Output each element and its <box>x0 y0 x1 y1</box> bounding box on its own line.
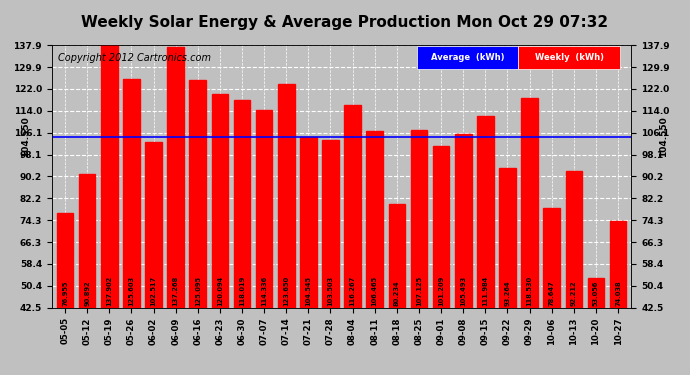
Bar <box>477 116 493 375</box>
Text: 90.892: 90.892 <box>84 280 90 306</box>
Text: 118.530: 118.530 <box>526 276 533 306</box>
Text: 137.268: 137.268 <box>172 276 179 306</box>
Bar <box>455 134 471 375</box>
Text: 53.056: 53.056 <box>593 281 599 306</box>
Text: 125.603: 125.603 <box>128 276 135 306</box>
Text: 123.650: 123.650 <box>283 276 289 306</box>
Text: 103.503: 103.503 <box>328 276 333 306</box>
Bar <box>411 130 427 375</box>
Bar <box>388 204 405 375</box>
FancyBboxPatch shape <box>518 46 620 69</box>
Text: 93.264: 93.264 <box>504 280 511 306</box>
Text: Weekly  (kWh): Weekly (kWh) <box>535 53 604 62</box>
FancyBboxPatch shape <box>417 46 518 69</box>
Text: 74.038: 74.038 <box>615 280 621 306</box>
Bar <box>300 137 317 375</box>
Text: 114.336: 114.336 <box>261 276 267 306</box>
Bar <box>57 213 73 375</box>
Text: 101.209: 101.209 <box>438 276 444 306</box>
Text: 104.550: 104.550 <box>659 116 668 157</box>
Text: Average  (kWh): Average (kWh) <box>431 53 504 62</box>
Bar <box>101 45 117 375</box>
Bar <box>168 47 184 375</box>
Bar <box>544 208 560 375</box>
Bar <box>212 94 228 375</box>
Bar <box>190 80 206 375</box>
Bar <box>499 168 515 375</box>
Bar <box>278 84 295 375</box>
Text: 125.095: 125.095 <box>195 276 201 306</box>
Text: 137.902: 137.902 <box>106 276 112 306</box>
Text: 104.550: 104.550 <box>21 116 30 157</box>
Text: 105.493: 105.493 <box>460 276 466 306</box>
Text: 106.465: 106.465 <box>372 276 377 306</box>
Text: 78.647: 78.647 <box>549 280 555 306</box>
Text: Weekly Solar Energy & Average Production Mon Oct 29 07:32: Weekly Solar Energy & Average Production… <box>81 15 609 30</box>
Bar <box>234 100 250 375</box>
Bar <box>366 132 383 375</box>
Bar <box>79 174 95 375</box>
Bar <box>433 146 449 375</box>
Bar <box>322 140 339 375</box>
Bar <box>123 79 139 375</box>
Bar <box>145 142 162 375</box>
Text: Copyright 2012 Cartronics.com: Copyright 2012 Cartronics.com <box>57 53 210 63</box>
Text: 92.212: 92.212 <box>571 280 577 306</box>
Bar <box>256 110 273 375</box>
Text: 120.094: 120.094 <box>217 276 223 306</box>
Bar <box>566 171 582 375</box>
Bar <box>521 98 538 375</box>
Bar <box>344 105 361 375</box>
Text: 76.955: 76.955 <box>62 281 68 306</box>
Text: 104.545: 104.545 <box>306 276 311 306</box>
Text: 80.234: 80.234 <box>394 280 400 306</box>
Text: 102.517: 102.517 <box>150 276 157 306</box>
Text: 107.125: 107.125 <box>416 276 422 306</box>
Text: 118.019: 118.019 <box>239 276 245 306</box>
Text: 116.267: 116.267 <box>350 276 355 306</box>
Text: 111.984: 111.984 <box>482 276 489 306</box>
Bar <box>610 221 627 375</box>
Bar <box>588 279 604 375</box>
